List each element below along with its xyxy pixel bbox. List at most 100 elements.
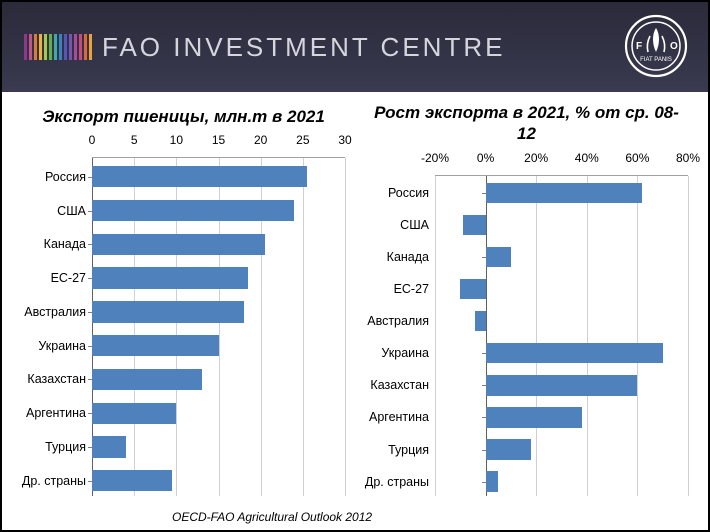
- y-label: Казахстан: [355, 378, 429, 392]
- svg-text:O: O: [670, 41, 678, 52]
- chart-left-panel: Экспорт пшеницы, млн.т в 2021 0 5 10 15 20 25…: [12, 102, 355, 530]
- x-tick: 15: [212, 133, 225, 147]
- bar: [460, 279, 485, 299]
- gridline: [345, 158, 346, 496]
- chart-row: ЕС-27: [92, 263, 345, 293]
- bar: [486, 247, 511, 267]
- chart-row: Канада: [435, 243, 688, 272]
- bar: [92, 267, 248, 288]
- bar: [92, 166, 307, 187]
- gridline: [688, 176, 689, 497]
- x-tick: 0: [89, 133, 96, 147]
- stripe: [49, 34, 52, 60]
- source-text: OECD-FAO Agricultural Outlook 2012: [172, 510, 372, 524]
- chart-right-title: Рост экспорта в 2021, % от ср. 08-12: [355, 102, 698, 151]
- slide: FAO INVESTMENT CENTRE FIAT PANIS F O Экс…: [0, 0, 710, 532]
- x-tick: 25: [296, 133, 309, 147]
- chart-row: Австралия: [92, 297, 345, 327]
- chart-right-panel: Рост экспорта в 2021, % от ср. 08-12 -20…: [355, 102, 698, 530]
- y-label: Аргентина: [355, 410, 429, 424]
- chart-right-plot: РоссияСШАКанадаЕС-27АвстралияУкраинаКаза…: [435, 175, 688, 497]
- fao-logo-icon: FIAT PANIS F O: [624, 14, 688, 78]
- y-label: Россия: [355, 186, 429, 200]
- stripe: [64, 34, 67, 60]
- bar: [92, 369, 202, 390]
- x-tick: 5: [131, 133, 138, 147]
- stripe: [24, 34, 27, 60]
- y-label: Украина: [12, 339, 86, 353]
- header: FAO INVESTMENT CENTRE FIAT PANIS F O: [2, 2, 708, 92]
- y-label: ЕС-27: [355, 282, 429, 296]
- y-label: Австралия: [12, 305, 86, 319]
- y-label: Канада: [355, 250, 429, 264]
- stripe: [44, 34, 47, 60]
- stripe: [79, 34, 82, 60]
- stripe: [84, 34, 87, 60]
- chart-right-xaxis: -20%0%20%40%60%80%: [435, 151, 688, 171]
- bar: [92, 470, 172, 491]
- bar: [463, 215, 486, 235]
- x-tick: 10: [170, 133, 183, 147]
- bar: [92, 436, 126, 457]
- chart-row: США: [92, 195, 345, 225]
- chart-row: Аргентина: [92, 398, 345, 428]
- y-label: Канада: [12, 237, 86, 251]
- stripe: [89, 34, 92, 60]
- x-tick: 80%: [676, 151, 700, 165]
- bar: [92, 234, 265, 255]
- chart-row: Казахстан: [92, 364, 345, 394]
- chart-row: Украина: [92, 331, 345, 361]
- bar: [486, 407, 582, 427]
- x-tick: 40%: [575, 151, 599, 165]
- chart-row: США: [435, 211, 688, 240]
- y-label: США: [355, 218, 429, 232]
- x-tick: 60%: [625, 151, 649, 165]
- chart-left-area: 051015202530 РоссияСШАКанадаЕС-27Австрал…: [12, 133, 355, 530]
- chart-left-xaxis: 051015202530: [92, 133, 345, 153]
- chart-row: Турция: [92, 432, 345, 462]
- chart-row: Украина: [435, 339, 688, 368]
- stripe: [29, 34, 32, 60]
- stripe: [54, 34, 57, 60]
- svg-text:F: F: [636, 41, 642, 52]
- chart-row: Казахстан: [435, 371, 688, 400]
- stripe: [69, 34, 72, 60]
- chart-row: Канада: [92, 229, 345, 259]
- y-label: Др. страны: [355, 475, 429, 489]
- y-label: Др. страны: [12, 474, 86, 488]
- header-stripes: [24, 34, 92, 60]
- bar: [486, 471, 499, 491]
- bar: [486, 439, 532, 459]
- y-label: Турция: [12, 440, 86, 454]
- y-label: Аргентина: [12, 406, 86, 420]
- chart-row: Турция: [435, 435, 688, 464]
- bar: [486, 183, 643, 203]
- chart-body: Экспорт пшеницы, млн.т в 2021 0 5 10 15 20 25…: [2, 92, 708, 530]
- chart-row: Аргентина: [435, 403, 688, 432]
- stripe: [39, 34, 42, 60]
- x-tick: 20: [254, 133, 267, 147]
- y-label: Австралия: [355, 314, 429, 328]
- bar: [92, 335, 219, 356]
- svg-text:FIAT PANIS: FIAT PANIS: [640, 57, 672, 63]
- bar: [486, 375, 638, 395]
- chart-row: ЕС-27: [435, 275, 688, 304]
- x-tick: -20%: [421, 151, 449, 165]
- stripe: [74, 34, 77, 60]
- y-label: Турция: [355, 443, 429, 457]
- y-label: США: [12, 204, 86, 218]
- chart-row: Россия: [92, 162, 345, 192]
- bar: [92, 301, 244, 322]
- bar: [475, 311, 485, 331]
- header-title: FAO INVESTMENT CENTRE: [102, 32, 505, 63]
- stripe: [34, 34, 37, 60]
- chart-row: Др. страны: [92, 466, 345, 496]
- chart-left-title: Экспорт пшеницы, млн.т в 2021: [12, 102, 355, 133]
- chart-left-plot: РоссияСША Канада ЕС-27 Австралия УкраинаКаза…: [92, 157, 345, 496]
- chart-row: Др. страны: [435, 467, 688, 496]
- y-label: Украина: [355, 346, 429, 360]
- stripe: [59, 34, 62, 60]
- bar: [486, 343, 663, 363]
- x-tick: 30: [338, 133, 351, 147]
- y-label: ЕС-27: [12, 271, 86, 285]
